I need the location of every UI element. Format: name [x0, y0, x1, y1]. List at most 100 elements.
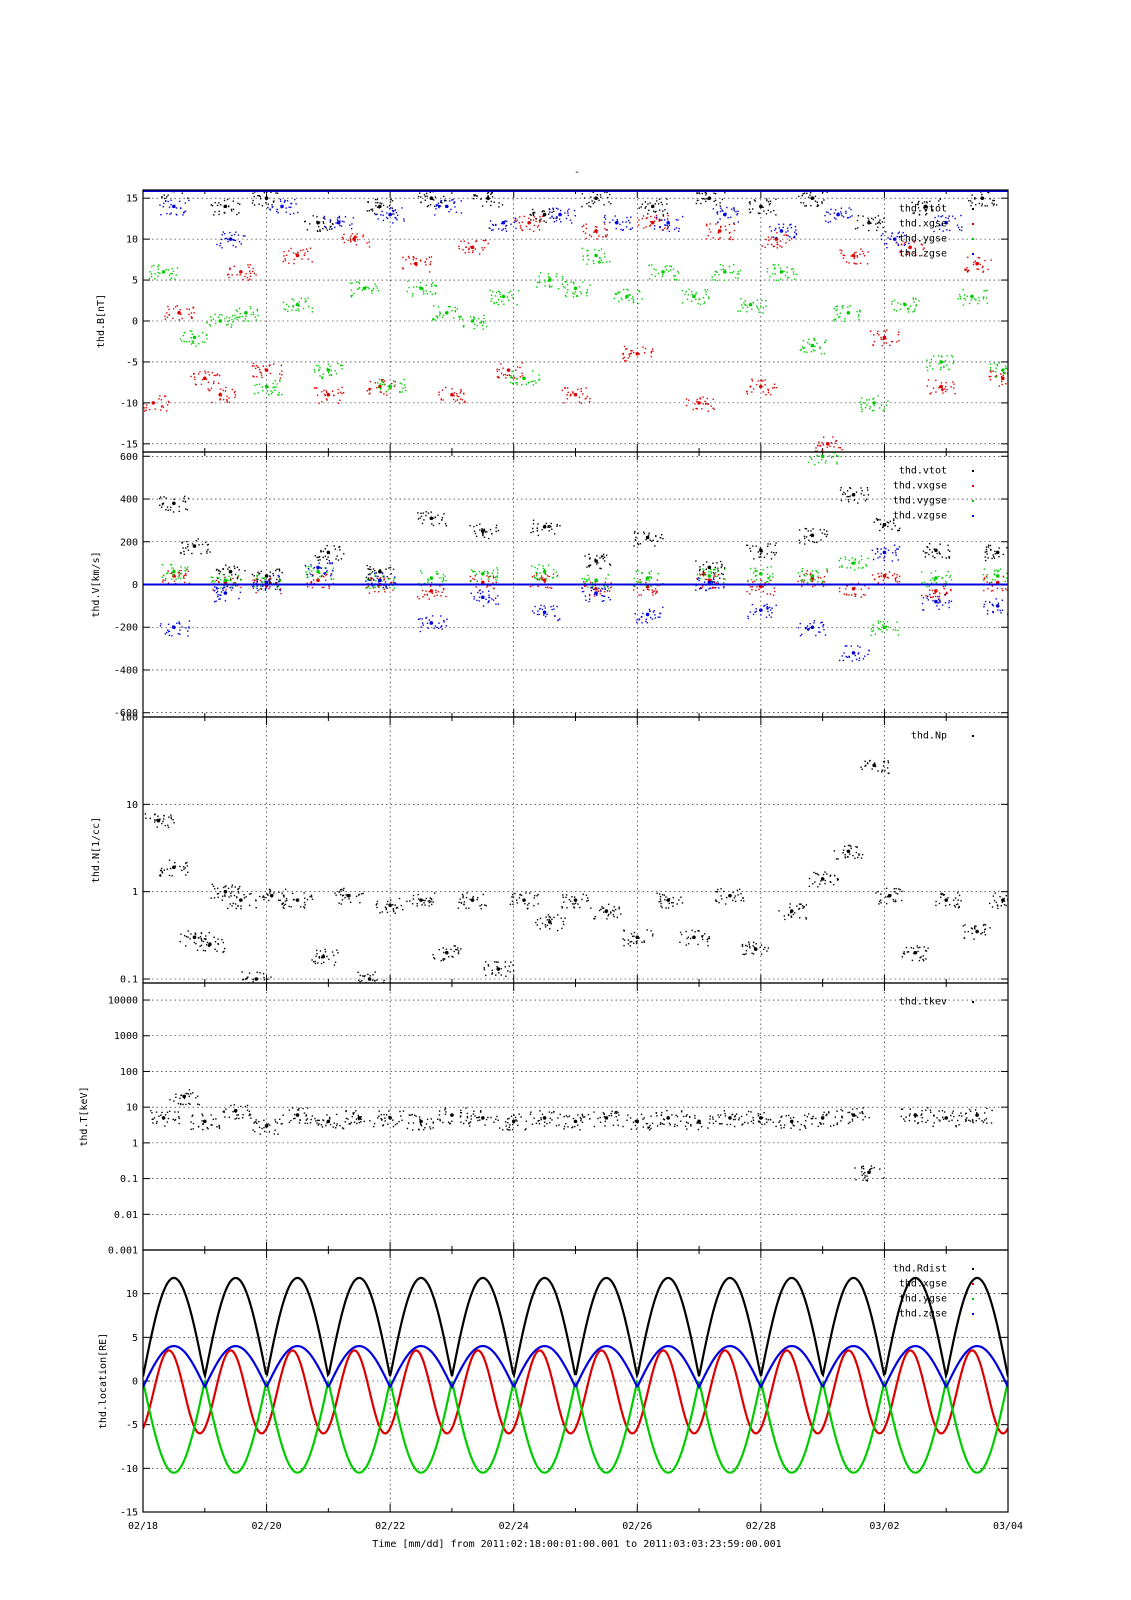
data-dot: [638, 581, 640, 583]
data-dot: [300, 906, 302, 908]
data-dot: [225, 589, 227, 591]
data-dot: [458, 950, 460, 952]
data-dot: [896, 548, 898, 550]
data-dot: [923, 247, 925, 249]
data-dot: [324, 555, 327, 557]
data-point: [481, 572, 485, 576]
data-dot: [698, 569, 701, 572]
data-dot: [854, 559, 856, 561]
data-dot: [633, 589, 635, 591]
data-dot: [641, 571, 643, 574]
data-dot: [642, 215, 645, 217]
data-dot: [256, 309, 259, 312]
data-dot: [761, 551, 763, 553]
data-dot: [786, 271, 788, 273]
data-dot: [971, 296, 974, 299]
data-dot: [702, 574, 705, 576]
data-dot: [168, 308, 170, 311]
data-point: [573, 392, 578, 397]
data-dot: [653, 268, 655, 270]
data-dot: [261, 585, 264, 588]
data-dot: [218, 319, 221, 322]
data-dot: [877, 215, 880, 217]
data-dot: [699, 298, 701, 300]
data-dot: [443, 513, 445, 515]
data-dot: [217, 887, 219, 890]
data-dot: [749, 547, 751, 550]
data-dot: [826, 568, 828, 570]
data-dot: [221, 899, 223, 901]
data-dot: [592, 191, 594, 194]
data-dot: [913, 212, 916, 214]
data-dot: [495, 576, 497, 578]
data-dot: [342, 889, 345, 891]
data-dot: [422, 596, 424, 598]
data-dot: [236, 577, 239, 580]
data-dot: [716, 211, 719, 213]
data-dot: [770, 551, 773, 553]
data-dot: [257, 392, 259, 394]
data-dot: [478, 590, 481, 592]
data-dot: [210, 319, 212, 321]
data-dot: [373, 585, 375, 587]
data-dot: [978, 257, 981, 259]
data-dot: [376, 198, 378, 201]
data-dot: [263, 191, 266, 194]
data-dot: [508, 291, 510, 294]
data-dot: [630, 350, 632, 352]
data-dot: [759, 547, 761, 549]
data-dot: [316, 953, 318, 955]
data-dot: [392, 907, 395, 910]
data-dot: [746, 544, 748, 547]
data-dot: [376, 386, 378, 389]
data-dot: [655, 535, 657, 537]
data-dot: [220, 591, 223, 593]
data-dot: [437, 205, 440, 207]
data-dot: [841, 655, 843, 657]
data-dot: [223, 205, 226, 207]
data-dot: [767, 577, 769, 579]
data-dot: [818, 455, 820, 458]
data-dot: [385, 908, 388, 911]
data-dot: [592, 260, 595, 262]
data-dot: [458, 247, 460, 250]
data-dot: [815, 569, 817, 572]
data-dot: [259, 579, 262, 582]
data-dot: [491, 223, 494, 226]
data-dot: [793, 236, 795, 238]
data-dot: [623, 345, 626, 348]
data-dot: [974, 198, 976, 200]
data-dot: [386, 206, 389, 208]
data-dot: [556, 217, 558, 219]
data-dot: [731, 271, 734, 274]
data-dot: [337, 388, 339, 391]
data-dot: [211, 401, 213, 404]
data-dot: [937, 215, 940, 217]
data-dot: [162, 581, 164, 583]
data-dot: [908, 247, 910, 249]
data-dot: [418, 597, 420, 600]
data-dot: [753, 199, 756, 201]
data-dot: [252, 980, 254, 983]
data-point: [367, 977, 372, 981]
data-dot: [376, 201, 379, 204]
data-dot: [483, 529, 486, 532]
data-dot: [464, 252, 466, 254]
legend-label: thd.vxgse: [893, 481, 947, 492]
data-dot: [960, 214, 962, 217]
data-dot: [357, 971, 359, 974]
data-dot: [329, 219, 332, 222]
data-dot: [337, 402, 340, 404]
data-dot: [640, 594, 642, 596]
data-dot: [708, 588, 710, 590]
data-dot: [713, 568, 716, 570]
data-dot: [318, 221, 320, 224]
data-dot: [641, 203, 644, 205]
data-dot: [633, 351, 635, 354]
data-dot: [321, 377, 324, 380]
data-dot: [912, 298, 915, 300]
data-dot: [931, 582, 933, 584]
data-dot: [374, 971, 376, 973]
series-thd.zgse: [159, 198, 963, 249]
data-dot: [945, 216, 947, 219]
